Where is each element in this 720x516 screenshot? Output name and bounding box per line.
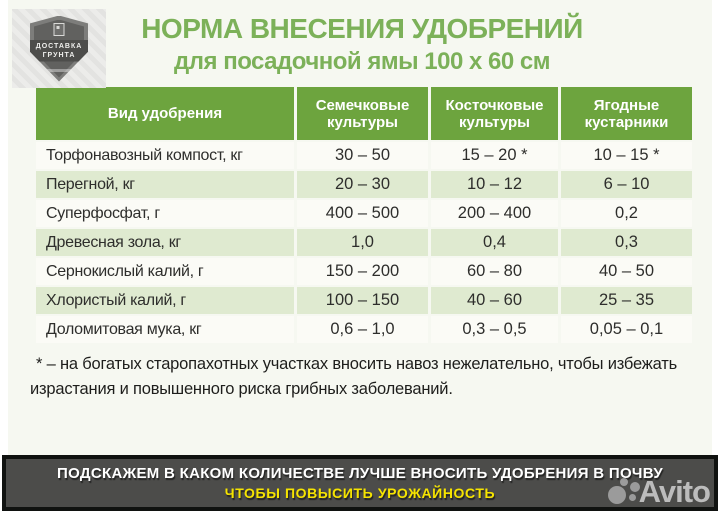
- emblem-icon: [53, 22, 65, 36]
- promo-banner-inner: ПОДСКАЖЕМ В КАКОМ КОЛИЧЕСТВЕ ЛУЧШЕ ВНОСИ…: [6, 459, 714, 507]
- logo-ribbon-line1: ДОСТАВКА: [35, 42, 83, 50]
- cell-value: 0,05 – 0,1: [561, 316, 692, 343]
- cell-value: 30 – 50: [297, 142, 428, 169]
- avito-dots-icon: [607, 477, 640, 507]
- logo-ribbon-line2: ГРУНТА: [42, 51, 76, 59]
- logo-ribbon: ДОСТАВКА ГРУНТА: [30, 39, 88, 62]
- cell-value: 60 – 80: [431, 258, 558, 285]
- poster-subtitle: для посадочной ямы 100 х 60 см: [174, 48, 550, 75]
- avito-dot: [629, 482, 640, 492]
- cell-value: 10 – 15 *: [561, 142, 692, 169]
- title-block: НОРМА ВНЕСЕНИЯ УДОБРЕНИЙ для посадочной …: [112, 13, 612, 76]
- cell-value: 0,3: [561, 229, 692, 256]
- row-label: Доломитовая мука, кг: [36, 316, 294, 343]
- fertilizer-table-body: Торфонавозный компост, кг 30 – 50 15 – 2…: [36, 142, 692, 345]
- table-row: Древесная зола, кг 1,0 0,4 0,3: [36, 229, 692, 258]
- cell-value: 40 – 50: [561, 258, 692, 285]
- cell-value: 0,3 – 0,5: [431, 316, 558, 343]
- column-header-stone-crops: Косточковые культуры: [431, 87, 558, 140]
- cell-value: 1,0: [297, 229, 428, 256]
- row-label: Сернокислый калий, г: [36, 258, 294, 285]
- delivery-logo-badge: ДОСТАВКА ГРУНТА: [12, 9, 106, 88]
- table-row: Перегной, кг 20 – 30 10 – 12 6 – 10: [36, 171, 692, 200]
- cell-value: 40 – 60: [431, 287, 558, 314]
- cell-value: 400 – 500: [297, 200, 428, 227]
- cell-value: 25 – 35: [561, 287, 692, 314]
- table-header-row: Вид удобрения Семечковые культуры Косточ…: [36, 87, 692, 140]
- cell-value: 20 – 30: [297, 171, 428, 198]
- cell-value: 6 – 10: [561, 171, 692, 198]
- cell-value: 100 – 150: [297, 287, 428, 314]
- table-row: Доломитовая мука, кг 0,6 – 1,0 0,3 – 0,5…: [36, 316, 692, 345]
- cell-value: 0,6 – 1,0: [297, 316, 428, 343]
- row-label: Древесная зола, кг: [36, 229, 294, 256]
- promo-banner: ПОДСКАЖЕМ В КАКОМ КОЛИЧЕСТВЕ ЛУЧШЕ ВНОСИ…: [2, 455, 718, 511]
- row-label: Суперфосфат, г: [36, 200, 294, 227]
- column-header-pome-crops: Семечковые культуры: [297, 87, 428, 140]
- banner-text-line2: ЧТОБЫ ПОВЫСИТЬ УРОЖАЙНОСТЬ: [224, 485, 496, 501]
- cell-value: 0,2: [561, 200, 692, 227]
- poster-title: НОРМА ВНЕСЕНИЯ УДОБРЕНИЙ: [141, 13, 583, 44]
- avito-brand-text: Avito: [638, 474, 711, 509]
- table-row: Суперфосфат, г 400 – 500 200 – 400 0,2: [36, 200, 692, 229]
- table-row: Торфонавозный компост, кг 30 – 50 15 – 2…: [36, 142, 692, 171]
- logo-small-text: [45, 68, 73, 72]
- row-label: Хлористый калий, г: [36, 287, 294, 314]
- cell-value: 15 – 20 *: [431, 142, 558, 169]
- shield-icon: ДОСТАВКА ГРУНТА: [30, 15, 88, 82]
- cell-value: 10 – 12: [431, 171, 558, 198]
- table-footnote: * – на богатых старопахотных участках вн…: [30, 355, 677, 398]
- row-label: Перегной, кг: [36, 171, 294, 198]
- cell-value: 150 – 200: [297, 258, 428, 285]
- cell-value: 200 – 400: [431, 200, 558, 227]
- avito-dot: [607, 486, 626, 504]
- cell-value: 0,4: [431, 229, 558, 256]
- table-row: Сернокислый калий, г 150 – 200 60 – 80 4…: [36, 258, 692, 287]
- column-header-fertilizer-type: Вид удобрения: [36, 87, 294, 140]
- column-header-berry-bushes: Ягодные кустарники: [561, 87, 692, 140]
- table-row: Хлористый калий, г 100 – 150 40 – 60 25 …: [36, 287, 692, 316]
- avito-dot: [628, 494, 636, 501]
- banner-text-line1: ПОДСКАЖЕМ В КАКОМ КОЛИЧЕСТВЕ ЛУЧШЕ ВНОСИ…: [57, 465, 663, 482]
- avito-watermark: Avito: [607, 474, 711, 510]
- avito-dot: [619, 478, 628, 486]
- row-label: Торфонавозный компост, кг: [36, 142, 294, 169]
